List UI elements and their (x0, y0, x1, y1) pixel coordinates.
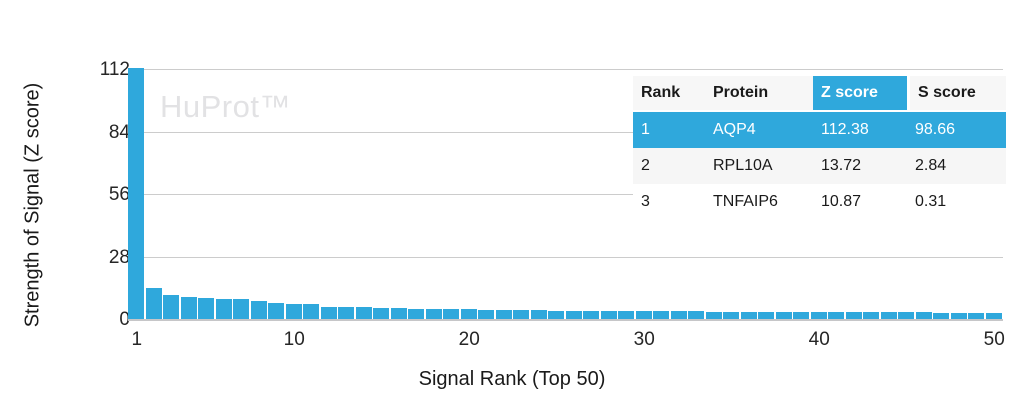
x-tick-label: 50 (983, 329, 1005, 350)
bar-rank-4 (180, 296, 197, 319)
x-tick-label: 30 (633, 329, 655, 350)
gridline (128, 69, 1003, 70)
huprot-watermark: HuProt™ (160, 89, 291, 124)
bar-rank-28 (600, 310, 617, 319)
bar-rank-18 (425, 308, 442, 319)
bar-rank-25 (548, 310, 565, 319)
bar-rank-23 (513, 310, 530, 319)
bar-rank-7 (233, 299, 250, 319)
bar-rank-47 (933, 312, 950, 319)
bar-rank-50 (985, 312, 1002, 319)
bar-rank-44 (880, 312, 897, 319)
bar-rank-35 (723, 311, 740, 319)
bar-rank-15 (373, 308, 390, 319)
bar-rank-39 (793, 311, 810, 319)
gridline (128, 194, 1003, 195)
bar-rank-24 (530, 310, 547, 319)
cell-protein: RPL10A (705, 148, 813, 184)
y-tick-label: 112 (99, 59, 130, 80)
bar-rank-30 (635, 311, 652, 319)
bar-rank-41 (828, 312, 845, 319)
bar-rank-37 (758, 311, 775, 319)
cell-sscore: 0.31 (907, 184, 1006, 220)
x-axis-title: Signal Rank (Top 50) (418, 368, 606, 390)
bar-rank-48 (950, 312, 967, 319)
bar-rank-27 (583, 310, 600, 319)
table-row-3: 3 TNFAIP6 10.87 0.31 (633, 184, 1006, 220)
bar-rank-36 (740, 311, 757, 319)
gridline (128, 256, 1003, 258)
x-tick-label: 1 (131, 329, 143, 350)
bar-rank-6 (215, 299, 232, 319)
bar-rank-33 (688, 311, 705, 319)
bar-rank-3 (163, 294, 180, 319)
bar-rank-31 (653, 311, 670, 319)
table-row-2: 2 RPL10A 13.72 2.84 (633, 148, 1006, 184)
y-tick-label: 84 (108, 121, 130, 143)
header-cell-zscore-sorted: Z score (813, 76, 907, 110)
bar-rank-8 (250, 300, 267, 319)
bar-rank-46 (915, 312, 932, 319)
header-cell-sscore: S score (907, 76, 1006, 110)
bar-rank-12 (320, 306, 337, 319)
bar-rank-20 (460, 309, 477, 319)
bar-rank-10 (285, 304, 302, 319)
bar-rank-22 (495, 309, 512, 319)
gridline (128, 131, 1003, 133)
cell-protein: AQP4 (705, 112, 813, 148)
bar-rank-2 (145, 288, 162, 319)
plot-area (128, 68, 1003, 321)
bar-rank-43 (863, 312, 880, 319)
cell-rank: 2 (633, 148, 705, 184)
y-tick-label: 56 (108, 184, 130, 205)
bar-rank-40 (810, 312, 827, 319)
cell-zscore: 13.72 (813, 148, 907, 184)
table-row-1-highlighted: 1 AQP4 112.38 98.66 (633, 112, 1006, 148)
bar-rank-26 (565, 310, 582, 319)
bar-rank-45 (898, 312, 915, 319)
cell-rank: 3 (633, 184, 705, 220)
bar-rank-29 (618, 310, 635, 319)
bar-rank-42 (845, 312, 862, 319)
x-axis-line (128, 319, 1003, 321)
bar-rank-1 (128, 68, 145, 319)
bar-rank-17 (408, 308, 425, 319)
bar-rank-32 (670, 311, 687, 319)
bar-rank-9 (268, 303, 285, 319)
header-cell-rank: Rank (633, 76, 705, 110)
x-tick-label: 20 (458, 329, 480, 350)
results-table: Rank Protein Z score S score 1 AQP4 112.… (633, 76, 1006, 220)
bar-rank-38 (775, 311, 792, 319)
y-tick-label: 28 (108, 246, 130, 268)
bar-rank-14 (355, 306, 372, 319)
cell-sscore: 2.84 (907, 148, 1006, 184)
x-tick-label: 10 (283, 329, 305, 350)
bar-rank-11 (303, 304, 320, 319)
y-axis-title: Strength of Signal (Z score) (21, 82, 44, 328)
y-tick-label: 0 (119, 309, 130, 330)
bar-rank-21 (478, 309, 495, 319)
cell-zscore: 10.87 (813, 184, 907, 220)
bar-rank-5 (198, 298, 215, 319)
cell-rank: 1 (633, 112, 705, 148)
bar-rank-49 (968, 312, 985, 319)
x-tick-label: 40 (808, 329, 830, 350)
table-header-row: Rank Protein Z score S score (633, 76, 1006, 112)
cell-sscore: 98.66 (907, 112, 1006, 148)
cell-protein: TNFAIP6 (705, 184, 813, 220)
bar-rank-16 (390, 308, 407, 319)
bar-rank-13 (338, 306, 355, 319)
bar-rank-34 (705, 311, 722, 319)
bar-rank-19 (443, 309, 460, 319)
cell-zscore: 112.38 (813, 112, 907, 148)
header-cell-protein: Protein (705, 76, 813, 110)
